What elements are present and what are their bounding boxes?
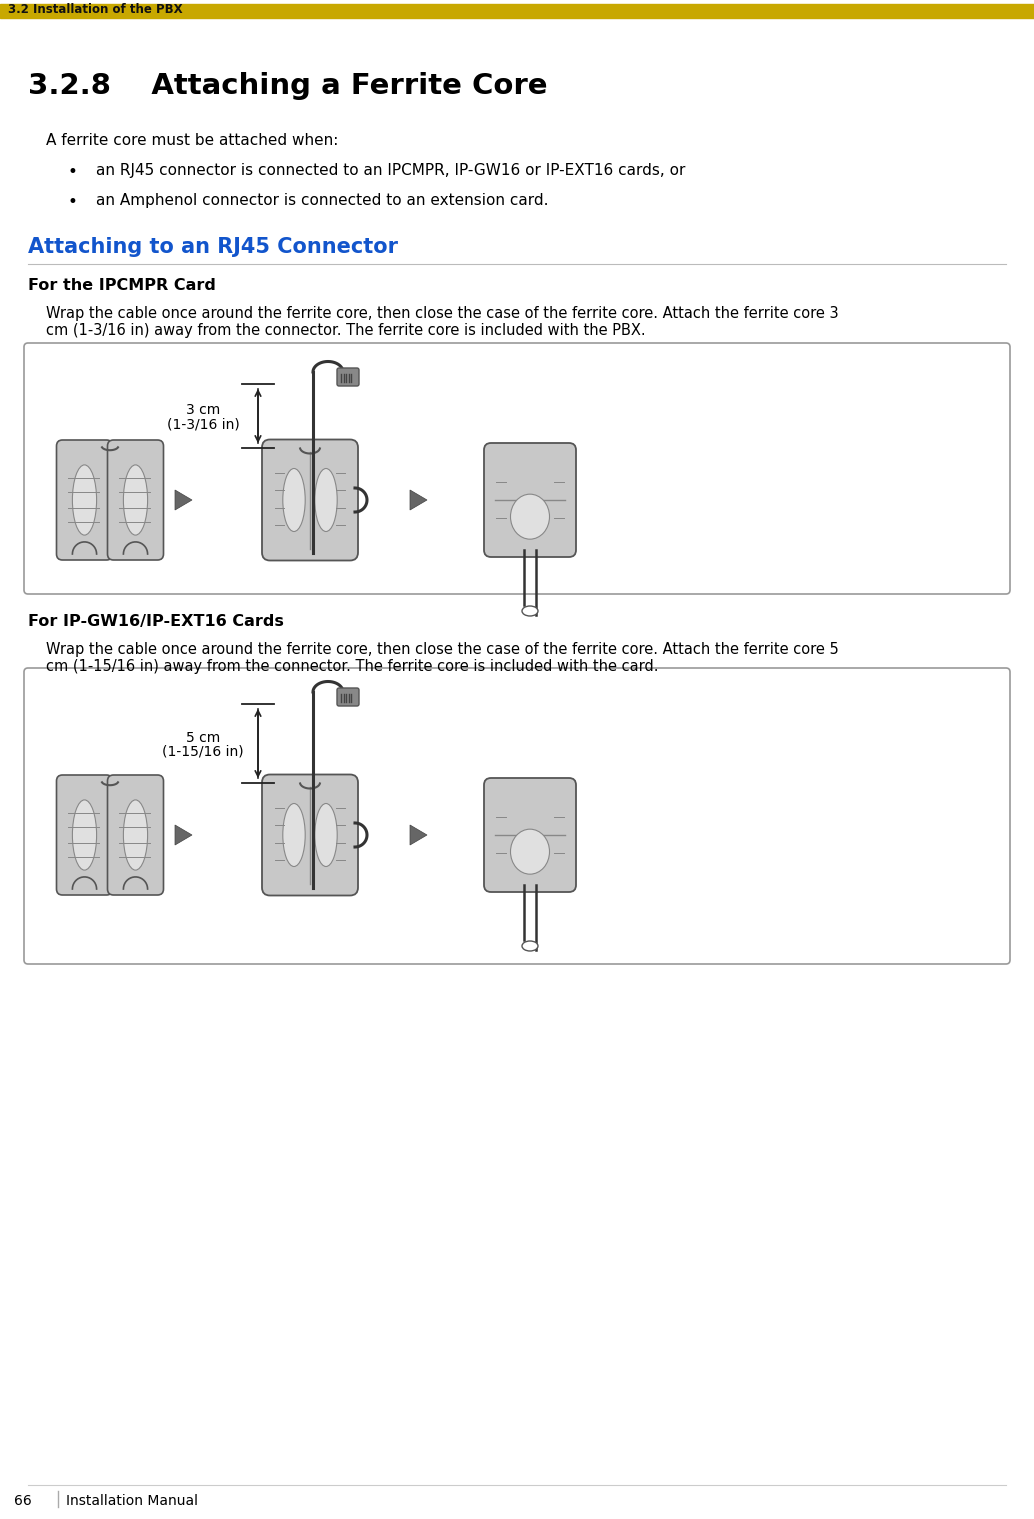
Ellipse shape	[522, 940, 538, 951]
FancyBboxPatch shape	[24, 668, 1010, 965]
Polygon shape	[410, 491, 427, 510]
Polygon shape	[175, 491, 192, 510]
Ellipse shape	[314, 804, 337, 866]
Text: For the IPCMPR Card: For the IPCMPR Card	[28, 278, 216, 293]
Text: 3.2 Installation of the PBX: 3.2 Installation of the PBX	[8, 3, 183, 17]
Ellipse shape	[283, 468, 305, 532]
Text: Wrap the cable once around the ferrite core, then close the case of the ferrite : Wrap the cable once around the ferrite c…	[45, 643, 839, 658]
Text: cm (1-3/16 in) away from the connector. The ferrite core is included with the PB: cm (1-3/16 in) away from the connector. …	[45, 324, 645, 339]
Ellipse shape	[511, 829, 549, 873]
Text: Installation Manual: Installation Manual	[66, 1495, 197, 1508]
Ellipse shape	[123, 801, 148, 870]
FancyBboxPatch shape	[262, 775, 358, 896]
Ellipse shape	[283, 804, 305, 866]
FancyBboxPatch shape	[262, 439, 358, 561]
Ellipse shape	[123, 465, 148, 535]
Text: Wrap the cable once around the ferrite core, then close the case of the ferrite : Wrap the cable once around the ferrite c…	[45, 305, 839, 321]
Text: •: •	[68, 163, 78, 181]
Text: (1-15/16 in): (1-15/16 in)	[162, 744, 244, 758]
FancyBboxPatch shape	[108, 775, 163, 895]
FancyBboxPatch shape	[337, 368, 359, 386]
Ellipse shape	[522, 606, 538, 617]
Text: cm (1-15/16 in) away from the connector. The ferrite core is included with the c: cm (1-15/16 in) away from the connector.…	[45, 659, 659, 674]
Text: an Amphenol connector is connected to an extension card.: an Amphenol connector is connected to an…	[96, 193, 548, 208]
Ellipse shape	[72, 465, 96, 535]
Polygon shape	[175, 825, 192, 845]
Ellipse shape	[314, 468, 337, 532]
FancyBboxPatch shape	[57, 775, 113, 895]
Text: (1-3/16 in): (1-3/16 in)	[166, 418, 240, 431]
Text: A ferrite core must be attached when:: A ferrite core must be attached when:	[45, 134, 338, 147]
FancyBboxPatch shape	[484, 444, 576, 557]
Bar	[0, 5, 1034, 18]
FancyBboxPatch shape	[337, 688, 359, 706]
FancyBboxPatch shape	[57, 441, 113, 561]
Text: For IP-GW16/IP-EXT16 Cards: For IP-GW16/IP-EXT16 Cards	[28, 614, 284, 629]
Text: 3 cm: 3 cm	[186, 403, 220, 418]
Text: an RJ45 connector is connected to an IPCMPR, IP-GW16 or IP-EXT16 cards, or: an RJ45 connector is connected to an IPC…	[96, 163, 686, 178]
Text: Attaching to an RJ45 Connector: Attaching to an RJ45 Connector	[28, 237, 398, 257]
Polygon shape	[410, 825, 427, 845]
FancyBboxPatch shape	[108, 441, 163, 561]
Text: 5 cm: 5 cm	[186, 731, 220, 744]
Ellipse shape	[511, 494, 549, 539]
FancyBboxPatch shape	[484, 778, 576, 892]
FancyBboxPatch shape	[24, 343, 1010, 594]
Text: 66: 66	[14, 1495, 32, 1508]
Ellipse shape	[72, 801, 96, 870]
Text: •: •	[68, 193, 78, 211]
Text: 3.2.8    Attaching a Ferrite Core: 3.2.8 Attaching a Ferrite Core	[28, 71, 547, 100]
